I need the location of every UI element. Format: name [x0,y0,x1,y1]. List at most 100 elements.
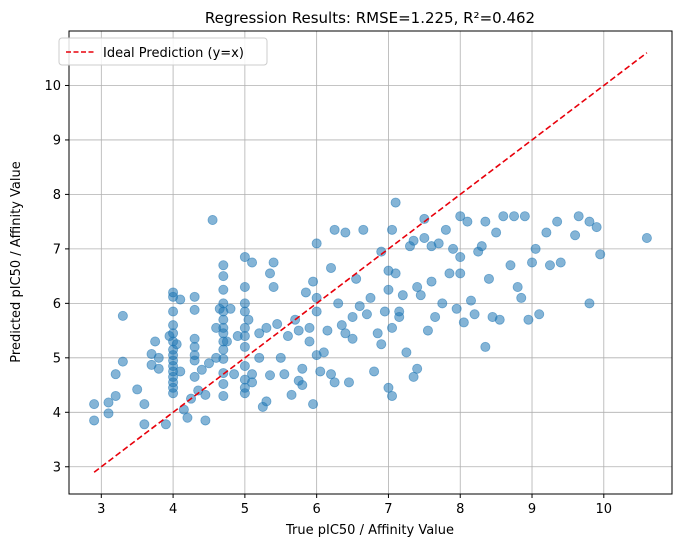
data-point [221,336,232,347]
data-point [544,260,555,271]
data-point [110,369,121,380]
grid-lines [69,31,672,494]
data-point [293,325,304,336]
y-tick-label: 8 [53,188,61,203]
data-point [412,282,423,293]
x-tick-label: 4 [169,502,177,517]
data-point [315,366,326,377]
data-point [534,309,545,320]
data-point [189,291,200,302]
data-point [218,284,229,295]
data-point [426,276,437,287]
data-point [494,314,505,325]
plot-frame [68,30,673,495]
x-tick-label: 10 [596,502,613,517]
data-point [451,303,462,314]
data-point [343,377,354,388]
data-point [247,377,258,388]
data-point [573,211,584,222]
data-point [641,232,652,243]
data-point [570,230,581,241]
data-point [419,232,430,243]
data-point [505,260,516,271]
data-point [264,370,275,381]
data-point [552,216,563,227]
chart-title: Regression Results: RMSE=1.225, R²=0.462 [205,9,535,27]
data-point [239,306,250,317]
data-point [480,341,491,352]
data-point [329,224,340,235]
data-point [448,243,459,254]
data-point [268,257,279,268]
data-point [304,336,315,347]
data-point [358,224,369,235]
data-point [189,371,200,382]
data-point [584,298,595,309]
data-point [168,388,179,399]
data-point [308,276,319,287]
data-point [318,347,329,358]
x-tick-label: 6 [313,502,321,517]
data-point [326,369,337,380]
data-point [483,273,494,284]
data-point [218,260,229,271]
data-point [308,399,319,410]
data-point [498,211,509,222]
data-point [189,355,200,366]
data-point [390,268,401,279]
data-point [530,243,541,254]
data-point [304,322,315,333]
data-point [401,347,412,358]
data-point [591,222,602,233]
data-point [415,290,426,301]
data-point [300,287,311,298]
data-point [200,389,211,400]
data-point [336,320,347,331]
data-point [340,328,351,339]
data-point [225,303,236,314]
data-point [523,314,534,325]
data-point [239,282,250,293]
data-point [117,356,128,367]
data-point [365,292,376,303]
reference-line-group [93,52,648,473]
y-tick-label: 7 [53,242,61,257]
data-point [168,306,179,317]
data-point [408,235,419,246]
data-point [139,419,150,430]
data-point [189,304,200,315]
x-tick-label: 3 [97,502,105,517]
x-tick-label: 8 [456,502,464,517]
data-point [390,197,401,208]
scatter-points [89,197,652,430]
data-point [512,282,523,293]
y-axis-ticks: 3 4 5 6 7 8 9 10 [44,79,69,475]
x-axis-label: True pIC50 / Affinity Value [285,523,454,538]
data-point [286,389,297,400]
data-point [239,252,250,263]
data-point [519,211,530,222]
y-axis-label: Predicted pIC50 / Affinity Value [9,161,24,362]
data-point [444,268,455,279]
data-point [150,336,161,347]
data-point [254,352,265,363]
x-tick-label: 5 [241,502,249,517]
data-point [584,216,595,227]
data-point [437,298,448,309]
data-point [275,352,286,363]
data-point [430,311,441,322]
data-point [387,390,398,401]
data-point [469,309,480,320]
data-point [239,331,250,342]
data-point [218,378,229,389]
data-point [297,380,308,391]
data-point [462,216,473,227]
y-tick-label: 3 [53,460,61,475]
data-point [340,227,351,238]
data-point [311,306,322,317]
data-point [329,377,340,388]
data-point [408,371,419,382]
data-point [282,331,293,342]
